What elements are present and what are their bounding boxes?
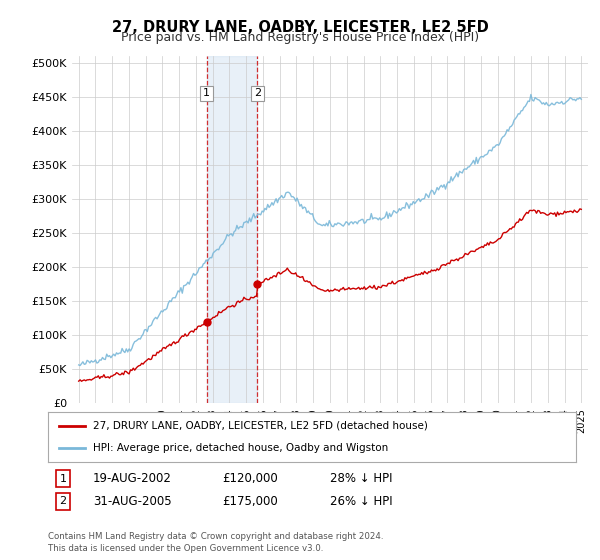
Text: 1: 1 [203, 88, 210, 99]
Text: This data is licensed under the Open Government Licence v3.0.: This data is licensed under the Open Gov… [48, 544, 323, 553]
Text: 31-AUG-2005: 31-AUG-2005 [93, 494, 172, 508]
Text: £175,000: £175,000 [222, 494, 278, 508]
Text: 19-AUG-2002: 19-AUG-2002 [93, 472, 172, 486]
Text: 27, DRURY LANE, OADBY, LEICESTER, LE2 5FD (detached house): 27, DRURY LANE, OADBY, LEICESTER, LE2 5F… [93, 421, 428, 431]
Text: HPI: Average price, detached house, Oadby and Wigston: HPI: Average price, detached house, Oadb… [93, 443, 388, 453]
Text: £120,000: £120,000 [222, 472, 278, 486]
Text: 28% ↓ HPI: 28% ↓ HPI [330, 472, 392, 486]
Text: 26% ↓ HPI: 26% ↓ HPI [330, 494, 392, 508]
Text: Price paid vs. HM Land Registry's House Price Index (HPI): Price paid vs. HM Land Registry's House … [121, 31, 479, 44]
Text: 1: 1 [59, 474, 67, 484]
Text: 27, DRURY LANE, OADBY, LEICESTER, LE2 5FD: 27, DRURY LANE, OADBY, LEICESTER, LE2 5F… [112, 20, 488, 35]
Text: 2: 2 [254, 88, 261, 99]
Text: 2: 2 [59, 496, 67, 506]
Text: Contains HM Land Registry data © Crown copyright and database right 2024.: Contains HM Land Registry data © Crown c… [48, 532, 383, 541]
Bar [206, 56, 257, 403]
